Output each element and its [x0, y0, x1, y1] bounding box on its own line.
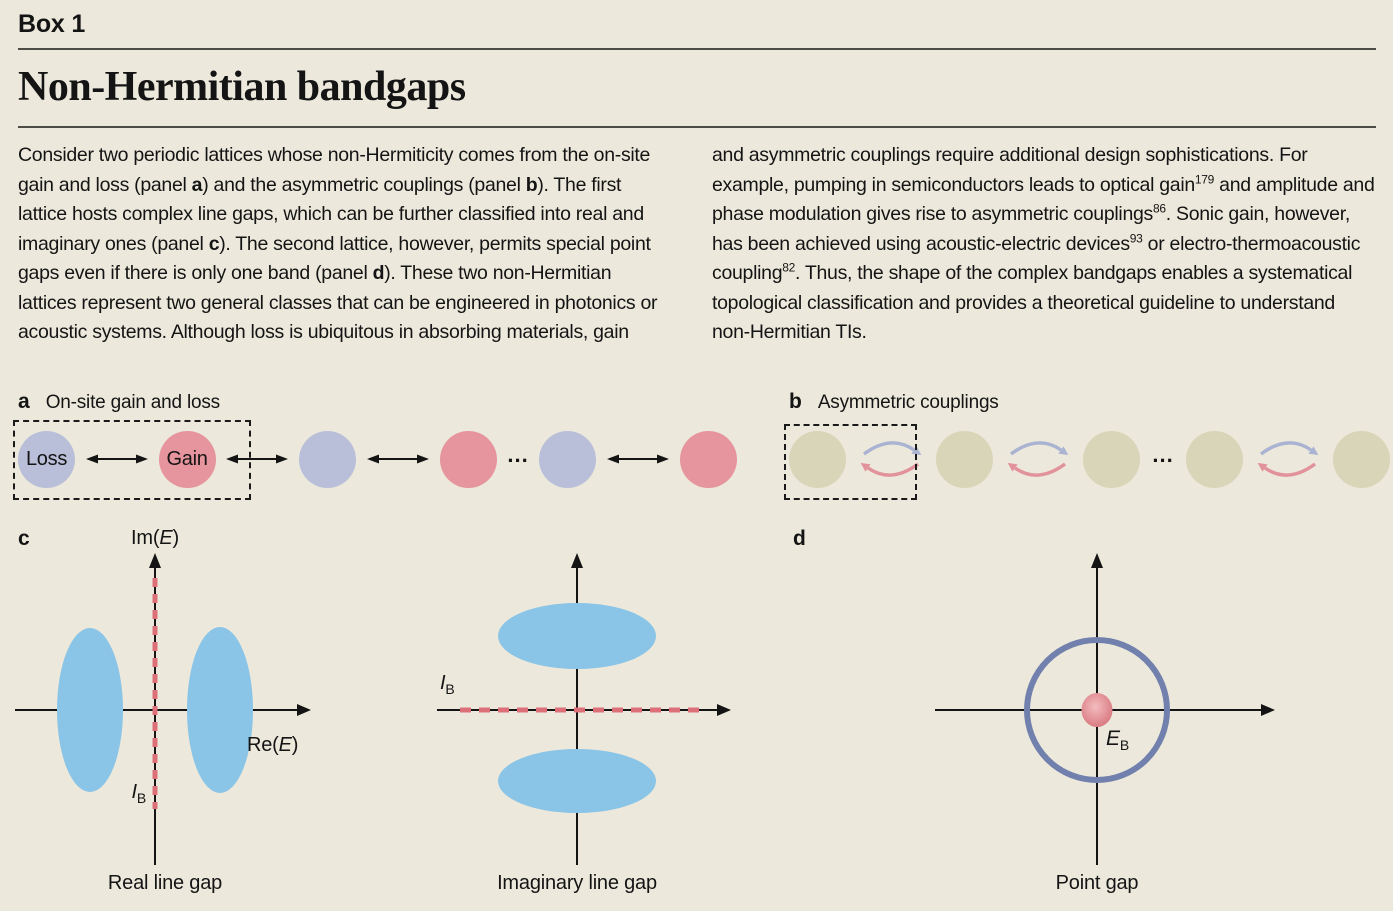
band-ellipse-right [187, 627, 253, 793]
lattice-site-gain: Gain [158, 430, 216, 488]
imaginary-line-gap-canvas [437, 553, 731, 865]
re-axis-arrowhead-icon [1261, 704, 1275, 716]
panel-b-header: b Asymmetric couplings [789, 390, 1390, 414]
real-line-gap-canvas [15, 553, 311, 865]
panel-a-letter: a [18, 390, 30, 413]
im-axis-arrowhead-icon [571, 553, 583, 568]
ellipsis: ... [1152, 442, 1174, 467]
double-arrow-icon [226, 451, 289, 467]
im-axis-label: Im(E) [131, 527, 179, 549]
re-axis-arrowhead-icon [297, 704, 311, 716]
panel-b-letter: b [789, 390, 802, 413]
im-axis-arrowhead-icon [1091, 553, 1103, 568]
imaginary-line-gap-caption: Imaginary line gap [497, 872, 657, 894]
lattice-site-neutral [1185, 430, 1243, 488]
double-arrow-icon [607, 451, 670, 467]
asymmetric-coupling-arrows-icon [1255, 430, 1321, 488]
header-rule-bottom [18, 126, 1376, 128]
band-ellipse-left [57, 628, 123, 792]
lattice-site-loss: Loss [18, 430, 75, 488]
imaginary-line-gap-plot: IB Imaginary line gap [420, 525, 770, 911]
panel-a: a On-site gain and loss Loss Gain... [13, 390, 737, 500]
site-label: Loss [25, 447, 68, 470]
asymmetric-coupling-arrows-icon [1005, 430, 1071, 488]
reference-point-dot [1081, 693, 1113, 727]
ellipsis: ... [507, 442, 529, 467]
panel-b: b Asymmetric couplings ... [784, 390, 1390, 500]
box-header: Box 1 Non-Hermitian bandgaps [0, 0, 1393, 128]
body-column-right: and asymmetric couplings require additio… [712, 144, 1375, 343]
body-column-left: Consider two periodic lattices whose non… [18, 144, 658, 343]
lattice-site-loss [299, 430, 357, 488]
asymmetric-coupling-arrows-icon [858, 430, 924, 488]
lattice-site-neutral [1083, 430, 1141, 488]
panel-b-title: Asymmetric couplings [817, 392, 999, 413]
real-line-gap-caption: Real line gap [107, 872, 223, 894]
point-gap-ring [1024, 637, 1170, 783]
point-gap-caption: Point gap [1055, 872, 1139, 894]
lattice-site-neutral [936, 430, 994, 488]
lattice-b: ... [784, 424, 1390, 500]
band-ellipse-bottom [498, 749, 656, 813]
re-axis-arrowhead-icon [717, 704, 731, 716]
lattice-site-gain [680, 430, 737, 488]
lattice-site-loss [539, 430, 597, 488]
re-axis-label: Re(E) [247, 734, 299, 756]
header-rule-top [18, 48, 1376, 50]
lattice-a: Loss Gain... [13, 420, 737, 500]
point-gap-canvas [935, 553, 1275, 865]
im-axis-arrowhead-icon [149, 553, 161, 568]
body-text: Consider two periodic lattices whose non… [0, 141, 1393, 348]
box-number: Box 1 [18, 10, 86, 38]
lattice-site-neutral [789, 430, 846, 488]
double-arrow-icon [85, 451, 148, 467]
double-arrow-icon [366, 451, 429, 467]
panel-d-letter: d [793, 527, 806, 550]
line-gap-label: IB [131, 781, 147, 806]
panel-a-header: a On-site gain and loss [18, 390, 737, 414]
band-ellipse-top [498, 603, 656, 669]
site-label: Gain [166, 447, 208, 470]
panel-a-title: On-site gain and loss [45, 392, 220, 413]
lattice-site-neutral [1332, 430, 1390, 488]
real-line-gap-plot: Im(E) Re(E) IB Real line gap [10, 525, 350, 911]
page-title: Non-Hermitian bandgaps [18, 64, 466, 110]
reference-energy-label: EB [1106, 727, 1129, 753]
panel-c-letter: c [18, 527, 30, 550]
lattice-site-gain [439, 430, 497, 488]
point-gap-plot: EB Point gap [930, 525, 1290, 911]
line-gap-label: IB [440, 672, 455, 697]
plots-section: c d Im(E) Re(E) IB Real line gap [0, 525, 1393, 911]
